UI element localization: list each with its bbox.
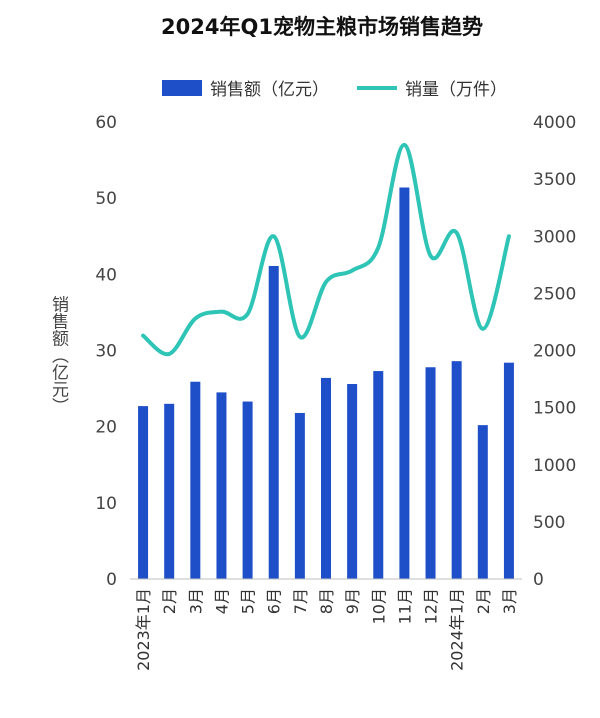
y-right-tick-label: 2000: [533, 342, 576, 362]
y-right-tick-label: 3500: [533, 170, 576, 190]
legend-swatch-sales: [162, 80, 202, 96]
bar-sales-12: [425, 367, 436, 579]
legend: 销售额（亿元） 销量（万件）: [162, 80, 507, 100]
x-tick-label: 2023年1月: [134, 588, 153, 671]
line-series-volume: [141, 142, 511, 357]
bar-sales-13: [451, 361, 462, 579]
x-tick-label: 2月: [160, 588, 179, 614]
x-tick-label: 3月: [500, 588, 519, 614]
bar-sales-1: [138, 406, 149, 579]
y-left-tick-label: 0: [106, 570, 117, 590]
x-tick-label: 10月: [369, 588, 388, 624]
y-right-tick-label: 2500: [533, 284, 576, 304]
x-tick-label: 5月: [239, 588, 258, 614]
y-axis-left: 0 10 20 30 40 50 60: [95, 113, 117, 590]
y-left-tick-label: 40: [95, 265, 117, 285]
bar-sales-7: [294, 412, 305, 579]
line-volume: [141, 142, 511, 357]
bar-sales-3: [190, 381, 201, 579]
bar-sales-5: [242, 401, 253, 579]
y-left-tick-label: 10: [95, 494, 117, 514]
x-tick-label: 2月: [474, 588, 493, 614]
x-tick-label: 7月: [291, 588, 310, 614]
x-axis: 2023年1月 2月 3月 4月 5月 6月 7月 8月 9月 10月 11月 12月 2024年1月 2…: [134, 588, 519, 671]
y-right-tick-label: 4000: [533, 113, 576, 133]
y-left-tick-label: 50: [95, 189, 117, 209]
bar-series-sales: [138, 187, 514, 579]
y-left-tick-label: 60: [95, 113, 117, 133]
bar-sales-14: [477, 425, 488, 579]
x-tick-label: 6月: [265, 588, 284, 614]
bar-sales-6: [268, 265, 279, 579]
x-tick-label: 3月: [186, 588, 205, 614]
bar-sales-2: [164, 403, 175, 579]
legend-label-sales: 销售额（亿元）: [210, 80, 329, 100]
y-axis-left-title: 销售额（亿元）: [48, 295, 69, 414]
y-left-tick-label: 30: [95, 342, 117, 362]
legend-label-volume: 销量（万件）: [405, 80, 507, 100]
chart-title: 2024年Q1宠物主粮市场销售趋势: [161, 15, 483, 39]
x-tick-label: 11月: [395, 588, 414, 624]
bar-sales-9: [347, 384, 358, 579]
bar-sales-15: [503, 362, 514, 579]
x-tick-label: 4月: [212, 588, 231, 614]
bar-sales-10: [373, 371, 384, 579]
y-right-tick-label: 500: [533, 513, 565, 533]
bar-sales-8: [321, 377, 331, 579]
x-tick-label: 8月: [317, 588, 336, 614]
y-axis-right: 0 500 1000 1500 2000 2500 3000 3500 4000: [533, 113, 576, 590]
y-right-tick-label: 0: [533, 570, 544, 590]
bar-sales-11: [399, 187, 410, 579]
y-right-tick-label: 1000: [533, 456, 576, 476]
x-tick-label: 2024年1月: [448, 588, 467, 671]
bar-sales-4: [216, 392, 227, 579]
y-right-tick-label: 3000: [533, 227, 576, 247]
y-right-tick-label: 1500: [533, 399, 576, 419]
x-tick-label: 9月: [343, 588, 362, 614]
y-left-tick-label: 20: [95, 418, 117, 438]
x-tick-label: 12月: [422, 588, 441, 624]
